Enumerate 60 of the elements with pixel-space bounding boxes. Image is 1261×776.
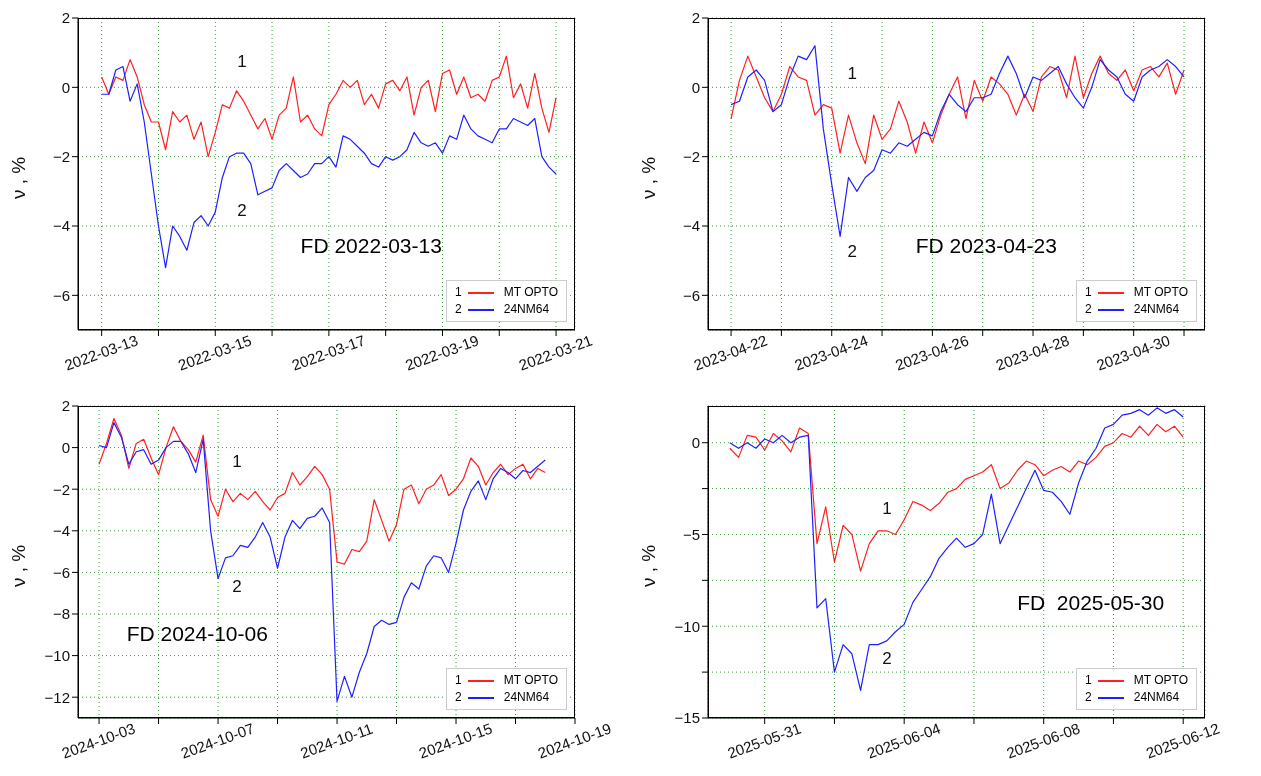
- legend-label: 24NM64: [1133, 301, 1180, 318]
- legend-label: 24NM64: [503, 689, 550, 706]
- line-series: [101, 55, 557, 158]
- y-tick-label: −15: [674, 709, 700, 727]
- line-series: [730, 55, 1185, 165]
- y-tick-label: 2: [61, 397, 70, 415]
- y-tick-label: 0: [61, 438, 70, 456]
- y-tick-label: −10: [674, 617, 700, 635]
- y-axis-title: ν , %: [637, 544, 659, 587]
- annotation: 1: [882, 498, 892, 519]
- y-tick-label: 2: [691, 9, 700, 27]
- annotation: 1: [847, 64, 857, 85]
- y-tick-label: 0: [691, 78, 700, 96]
- annotation: 2: [882, 648, 892, 669]
- text: FD 2023-04-23: [915, 233, 1057, 258]
- y-axis-title: ν , %: [637, 156, 659, 199]
- annotation: 1: [232, 452, 242, 473]
- annotation: 2: [237, 201, 247, 222]
- annotation: 1: [237, 51, 247, 72]
- y-tick-label: 2: [61, 9, 70, 27]
- y-tick-label: −4: [52, 217, 70, 235]
- legend-label: 24NM64: [1133, 689, 1180, 706]
- legend-label: MT OPTO: [1133, 672, 1188, 689]
- y-tick-label: −6: [52, 563, 70, 581]
- y-tick-label: −2: [52, 147, 70, 165]
- line-series: [101, 65, 557, 269]
- text: 1: [455, 285, 462, 299]
- y-tick-label: −6: [52, 286, 70, 304]
- text: 2: [455, 302, 462, 316]
- y-tick-label: −6: [682, 286, 700, 304]
- legend-label: 24NM64: [503, 301, 550, 318]
- text: FD 2025-05-30: [1017, 590, 1165, 615]
- legend-label: MT OPTO: [1133, 284, 1188, 301]
- y-tick-label: −2: [52, 480, 70, 498]
- text: 1: [1085, 285, 1092, 299]
- text: 2: [1085, 690, 1092, 704]
- text: 2: [1085, 302, 1092, 316]
- y-axis-title: ν , %: [7, 156, 29, 199]
- text: 2: [455, 690, 462, 704]
- text: 1: [455, 673, 462, 687]
- annotation: 2: [232, 576, 242, 597]
- line-series: [98, 417, 546, 565]
- annotation: 2: [847, 242, 857, 262]
- legend-label: MT OPTO: [503, 284, 558, 301]
- y-tick-label: −4: [52, 522, 70, 540]
- y-tick-label: 0: [691, 434, 700, 452]
- text: FD 2022-03-13: [300, 233, 442, 258]
- y-tick-label: −10: [44, 646, 70, 664]
- line-series: [729, 423, 1184, 572]
- y-tick-label: −5: [682, 525, 700, 543]
- text: FD 2024-10-06: [126, 621, 268, 646]
- y-tick-label: −2: [682, 147, 700, 165]
- y-tick-label: −4: [682, 217, 700, 235]
- y-tick-label: −8: [52, 605, 70, 623]
- text: 1: [1085, 673, 1092, 687]
- line-series: [730, 45, 1185, 237]
- legend-label: MT OPTO: [503, 672, 558, 689]
- y-tick-label: −12: [44, 688, 70, 706]
- y-tick-label: 0: [61, 78, 70, 96]
- y-axis-title: ν , %: [7, 544, 29, 587]
